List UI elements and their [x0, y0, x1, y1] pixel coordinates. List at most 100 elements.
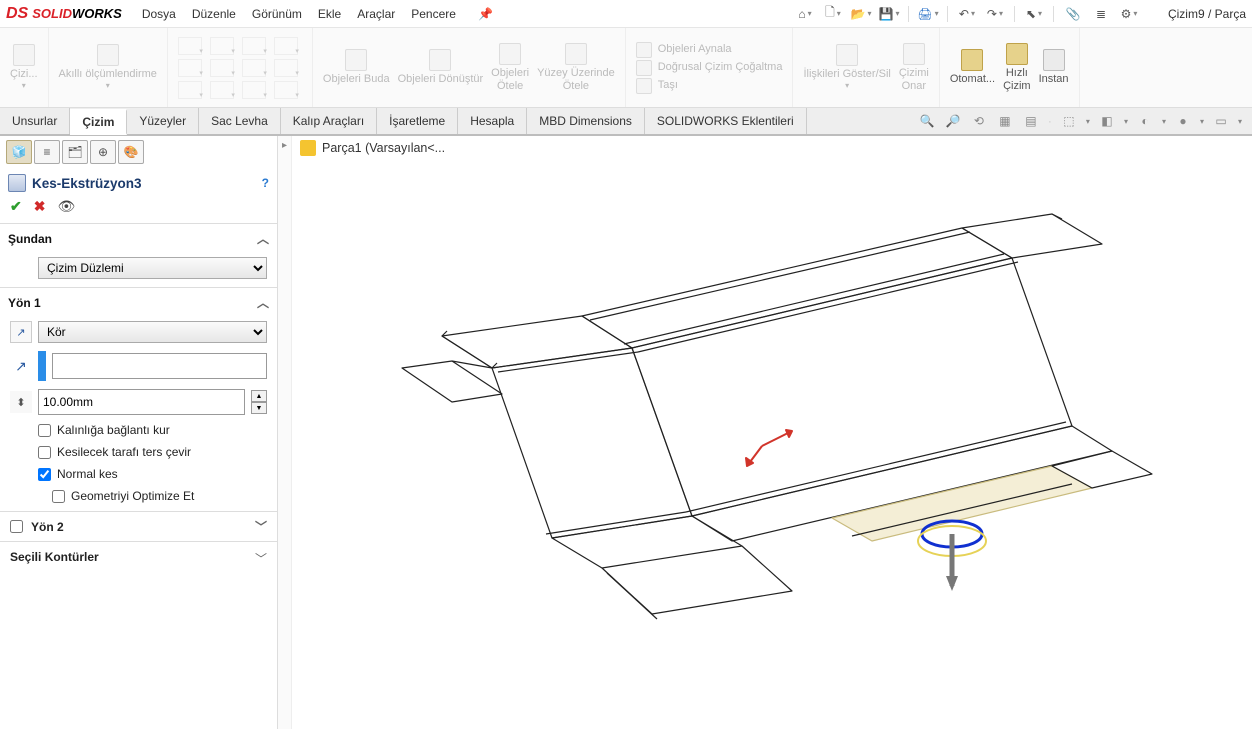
settings-icon[interactable]: ⚙ [1120, 5, 1138, 23]
rbtn-instant[interactable]: Instan [1039, 49, 1069, 85]
rbtn-surfoffset[interactable]: Yüzey Üzerinde Ötele [537, 43, 615, 91]
end-condition-select[interactable]: Kör [38, 321, 267, 343]
ribbon: Çizi...▾ Akıllı ölçümlendirme▾ Objeleri … [0, 28, 1252, 108]
expand-icon[interactable]: ﹀ [255, 550, 267, 567]
display-icon[interactable]: ▤ [1022, 112, 1040, 130]
tab-evaluate[interactable]: Hesapla [458, 108, 527, 134]
text-tool[interactable] [274, 59, 298, 77]
open-icon[interactable]: 📂 [852, 5, 870, 23]
collapse-icon[interactable]: ︿ [257, 230, 269, 247]
rbtn-sketch[interactable]: Çizi...▾ [10, 44, 38, 91]
menu-tools[interactable]: Araçlar [357, 7, 395, 21]
selected-contours-label: Seçili Kontürler [10, 550, 99, 567]
rbtn-mirror[interactable]: Objeleri Aynala [636, 42, 732, 58]
rbtn-smartdim[interactable]: Akıllı ölçümlendirme▾ [59, 44, 157, 91]
tab-surfaces[interactable]: Yüzeyler [127, 108, 199, 134]
rbtn-convert[interactable]: Objeleri Dönüştür [398, 49, 484, 85]
appearance-icon[interactable]: ● [1174, 112, 1192, 130]
poly-tool[interactable] [242, 59, 266, 77]
ellipse-tool[interactable] [210, 81, 234, 99]
tab-mbd[interactable]: MBD Dimensions [527, 108, 645, 134]
save-icon[interactable]: 💾 [880, 5, 898, 23]
dir1-label: Yön 1 [8, 296, 41, 310]
attach-icon[interactable]: 📎 [1064, 5, 1082, 23]
sidetab-dim[interactable]: ⊕ [90, 140, 116, 164]
document-title: Çizim9 / Parça [1168, 7, 1246, 21]
prev-view-icon[interactable]: ⟲ [970, 112, 988, 130]
help-icon[interactable]: ? [262, 176, 269, 190]
select-icon[interactable]: ⬉ [1025, 5, 1043, 23]
depth-input[interactable] [38, 389, 245, 415]
cb-dir2[interactable] [10, 520, 23, 533]
flyout-handle[interactable]: ▸ [278, 136, 292, 729]
sidetab-appearance[interactable]: 🎨 [118, 140, 144, 164]
tab-sketch[interactable]: Çizim [70, 109, 127, 135]
redo-icon[interactable]: ↷ [986, 5, 1004, 23]
cb-normal-cut[interactable] [38, 468, 51, 481]
menu-file[interactable]: Dosya [142, 7, 176, 21]
rbtn-trim[interactable]: Objeleri Buda [323, 49, 390, 85]
arc-tool[interactable] [210, 59, 234, 77]
menu-edit[interactable]: Düzenle [192, 7, 236, 21]
display-style-icon[interactable]: ◧ [1098, 112, 1116, 130]
fillet-tool[interactable] [274, 37, 298, 55]
rbtn-offset[interactable]: Objeleri Ötele [491, 43, 529, 91]
list-icon[interactable]: ≣ [1092, 5, 1110, 23]
rbtn-repair[interactable]: Çizimi Onar [899, 43, 929, 91]
menu-view[interactable]: Görünüm [252, 7, 302, 21]
direction-icon[interactable]: ↗ [10, 358, 32, 375]
sidetab-feature[interactable]: 🧊 [6, 140, 32, 164]
cb-link-thickness[interactable] [38, 424, 51, 437]
menu-insert[interactable]: Ekle [318, 7, 341, 21]
preview-icon[interactable]: 👁 [57, 198, 75, 215]
ok-button[interactable]: ✔ [10, 198, 22, 215]
tab-features[interactable]: Unsurlar [0, 108, 70, 134]
expand-icon[interactable]: ﹀ [255, 518, 267, 535]
tab-sheetmetal[interactable]: Sac Levha [199, 108, 281, 134]
print-icon[interactable]: 🖨 [919, 5, 937, 23]
depth-up[interactable]: ▲ [251, 390, 267, 402]
sidetab-config[interactable]: ≡ [34, 140, 60, 164]
point-tool[interactable] [242, 81, 266, 99]
undo-icon[interactable]: ↶ [958, 5, 976, 23]
circle-tool[interactable] [210, 37, 234, 55]
new-icon[interactable]: 🗋 [824, 5, 842, 23]
cb-flip-side[interactable] [38, 446, 51, 459]
sketch-tools-grid [178, 37, 302, 99]
tab-mold[interactable]: Kalıp Araçları [281, 108, 377, 134]
spline-tool[interactable] [242, 37, 266, 55]
menu-window[interactable]: Pencere [411, 7, 456, 21]
home-icon[interactable]: ⌂ [796, 5, 814, 23]
rbtn-linear[interactable]: Doğrusal Çizim Çoğaltma [636, 60, 783, 76]
rect-tool[interactable] [178, 59, 202, 77]
view-orient-icon[interactable]: ⬚ [1060, 112, 1078, 130]
rbtn-rapid[interactable]: Hızlı Çizim [1003, 43, 1031, 91]
direction-input[interactable] [52, 353, 267, 379]
misc-tool[interactable] [274, 81, 298, 99]
cancel-button[interactable]: ✖ [34, 198, 46, 215]
line-tool[interactable] [178, 37, 202, 55]
cb-optimize-geom[interactable] [52, 490, 65, 503]
rbtn-relations[interactable]: İlişkileri Göster/Sil▾ [803, 44, 890, 91]
reverse-dir-icon[interactable]: ↗ [10, 321, 32, 343]
hide-show-icon[interactable]: ◐ [1136, 112, 1154, 130]
rbtn-move[interactable]: Taşı [636, 78, 678, 94]
tab-markup[interactable]: İşaretleme [377, 108, 458, 134]
depth-icon: ⬍ [10, 391, 32, 413]
pin-icon[interactable]: 📌 [478, 7, 493, 21]
feature-title: Kes-Ekstrüzyon3 [32, 176, 142, 191]
feature-icon [8, 174, 26, 192]
tab-addins[interactable]: SOLIDWORKS Eklentileri [645, 108, 807, 134]
scene-icon[interactable]: ▭ [1212, 112, 1230, 130]
from-label: Şundan [8, 232, 52, 246]
slot-tool[interactable] [178, 81, 202, 99]
depth-down[interactable]: ▼ [251, 402, 267, 414]
zoom-fit-icon[interactable]: 🔍 [918, 112, 936, 130]
from-select[interactable]: Çizim Düzlemi [38, 257, 267, 279]
collapse-icon[interactable]: ︿ [257, 294, 269, 311]
rbtn-auto[interactable]: Otomat... [950, 49, 995, 85]
sidetab-display[interactable]: 🗂 [62, 140, 88, 164]
graphics-area[interactable]: Parça1 (Varsayılan<... [292, 136, 1252, 729]
section-icon[interactable]: ▦ [996, 112, 1014, 130]
zoom-area-icon[interactable]: 🔎 [944, 112, 962, 130]
